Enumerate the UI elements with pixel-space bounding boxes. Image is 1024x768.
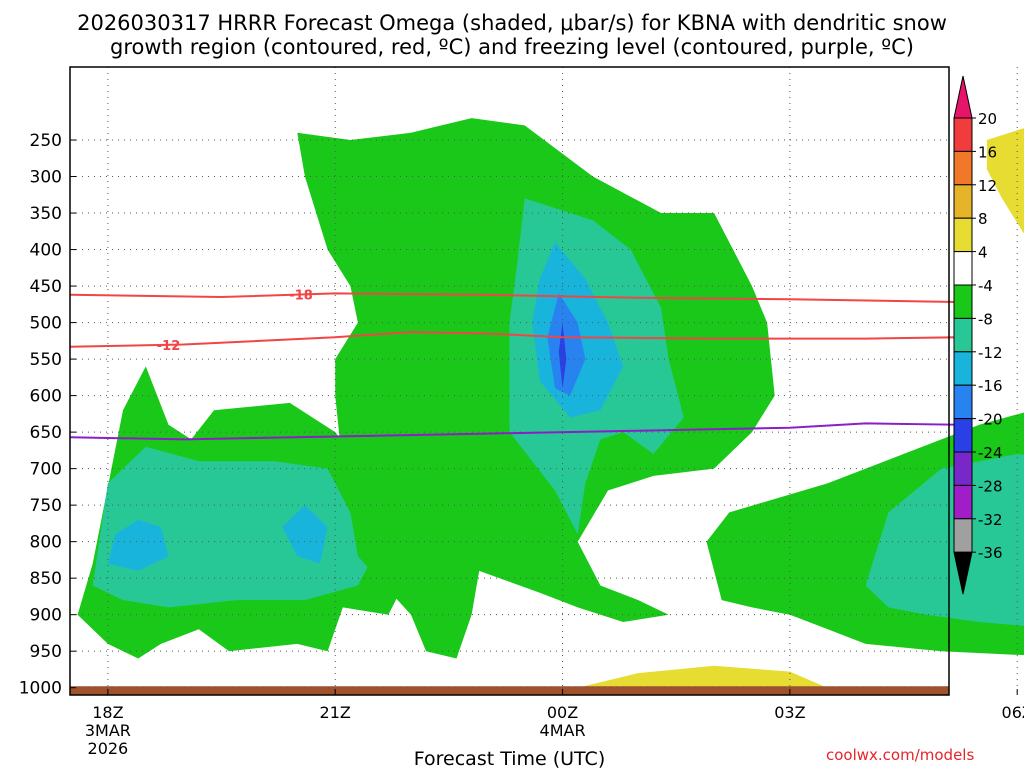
omega-region-16 xyxy=(986,128,1024,234)
colorbar-label-13: -36 xyxy=(978,544,1003,562)
colorbar-label-6: -8 xyxy=(978,310,993,328)
omega-region-2 xyxy=(107,519,169,571)
chart-title-line-2: growth region (contoured, red, ºC) and f… xyxy=(110,35,914,59)
colorbar-segment-3 xyxy=(953,217,973,253)
y-tick-label-250: 250 xyxy=(30,131,62,151)
colorbar-segment-10 xyxy=(953,451,973,486)
y-tick-label-650: 650 xyxy=(30,423,62,443)
colorbar-label-10: -24 xyxy=(978,444,1003,462)
y-tick-label-950: 950 xyxy=(30,642,62,662)
colorbar-top-arrow xyxy=(953,75,973,119)
x-tick-label-06Z: 06Z xyxy=(1002,703,1024,722)
colorbar-label-7: -12 xyxy=(978,344,1003,362)
y-tick-label-850: 850 xyxy=(30,569,62,589)
omega-region-19 xyxy=(577,665,836,692)
colorbar-segment-12 xyxy=(953,518,973,553)
colorbar-segment-9 xyxy=(953,418,973,453)
colorbar-label-3: 8 xyxy=(978,210,988,228)
colorbar-segment-5 xyxy=(953,284,973,319)
omega-region-7 xyxy=(547,293,586,396)
plot-frame xyxy=(69,66,950,696)
colorbar-label-12: -32 xyxy=(978,511,1003,529)
colorbar-segment-4 xyxy=(953,251,973,286)
x-tick-sublabel-2026: 2026 xyxy=(88,739,129,758)
y-tick-label-600: 600 xyxy=(30,387,62,407)
colorbar-bottom-arrow xyxy=(953,551,973,595)
y-tick-label-800: 800 xyxy=(30,533,62,553)
chart-title-line-1: 2026030317 HRRR Forecast Omega (shaded, … xyxy=(77,11,947,35)
y-tick-label-350: 350 xyxy=(30,204,62,224)
x-tick-label-18Z: 18Z xyxy=(92,703,123,722)
colorbar-label-8: -16 xyxy=(978,377,1003,395)
y-tick-label-500: 500 xyxy=(30,314,62,334)
colorbar-segment-7 xyxy=(953,351,973,386)
colorbar-label-2: 12 xyxy=(978,177,997,195)
ground-surface xyxy=(70,686,949,695)
y-tick-label-750: 750 xyxy=(30,496,62,516)
x-tick-sublabel-3MAR: 3MAR xyxy=(85,721,131,740)
colorbar-segment-2 xyxy=(953,184,973,219)
colorbar-segment-8 xyxy=(953,384,973,420)
colorbar-label-11: -28 xyxy=(978,477,1003,495)
y-tick-label-900: 900 xyxy=(30,606,62,626)
omega-region-10 xyxy=(865,454,1024,626)
colorbar-segment-0 xyxy=(953,117,973,152)
colorbar-segment-11 xyxy=(953,484,973,520)
y-tick-label-450: 450 xyxy=(30,277,62,297)
y-tick-label-300: 300 xyxy=(30,168,62,188)
colorbar-label-0: 20 xyxy=(978,110,997,128)
contour-label-1: -12 xyxy=(157,339,181,354)
y-tick-label-1000: 1000 xyxy=(19,679,62,699)
y-tick-label-700: 700 xyxy=(30,460,62,480)
contour-label-0: -18 xyxy=(289,288,313,303)
colorbar-label-1: 16 xyxy=(978,143,997,161)
omega-region-1 xyxy=(92,446,374,608)
x-axis-label: Forecast Time (UTC) xyxy=(414,748,605,768)
credit-link[interactable]: coolwx.com/models xyxy=(826,746,975,764)
colorbar-label-4: 4 xyxy=(978,244,988,262)
y-tick-label-400: 400 xyxy=(30,241,62,261)
colorbar-label-9: -20 xyxy=(978,411,1003,429)
x-tick-label-21Z: 21Z xyxy=(320,703,351,722)
y-tick-label-550: 550 xyxy=(30,350,62,370)
x-tick-sublabel-4MAR: 4MAR xyxy=(540,721,586,740)
colorbar-segment-1 xyxy=(953,150,973,186)
omega-region-3 xyxy=(282,505,328,564)
colorbar-segment-6 xyxy=(953,317,973,353)
colorbar-label-5: -4 xyxy=(978,277,993,295)
x-tick-label-03Z: 03Z xyxy=(774,703,805,722)
x-tick-label-00Z: 00Z xyxy=(547,703,578,722)
